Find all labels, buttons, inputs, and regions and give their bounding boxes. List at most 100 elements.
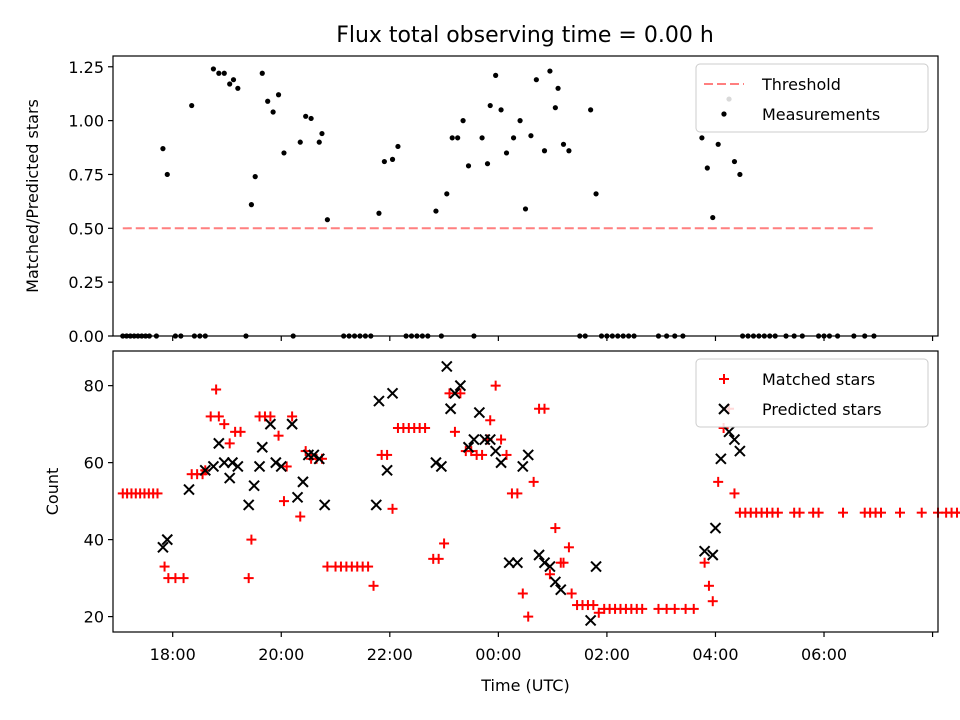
data-point <box>395 143 401 150</box>
data-point <box>455 388 466 399</box>
x-stroke-2 <box>441 360 453 373</box>
data-point <box>593 607 604 618</box>
x-stroke-2 <box>199 464 211 477</box>
data-point <box>213 411 224 422</box>
data-point <box>460 118 466 124</box>
legend-label: Matched stars <box>762 370 875 389</box>
x-stroke-2 <box>381 464 393 477</box>
x-stroke-2 <box>318 499 331 511</box>
x-stroke-2 <box>728 433 741 446</box>
data-point <box>256 441 268 453</box>
data-point <box>503 557 515 569</box>
x-stroke-2 <box>313 453 325 465</box>
data-point <box>813 507 824 518</box>
legend-box <box>695 63 929 133</box>
x-stroke-2 <box>511 557 524 569</box>
data-point <box>183 483 195 496</box>
data-point <box>555 85 561 91</box>
data-point <box>211 384 222 395</box>
x-stroke-2 <box>386 387 399 400</box>
data-point <box>510 135 517 141</box>
data-point <box>484 161 491 167</box>
x-stroke-2 <box>207 460 220 473</box>
data-point <box>522 449 534 461</box>
data-point <box>281 461 292 472</box>
data-point <box>588 600 599 611</box>
x-stroke-2 <box>308 449 320 461</box>
data-point <box>444 191 450 197</box>
data-point <box>308 115 314 122</box>
data-point <box>199 464 211 477</box>
y-tick-label: 0.00 <box>68 327 104 346</box>
data-point <box>794 507 805 518</box>
x-stroke-2 <box>373 395 385 407</box>
data-point <box>731 158 738 165</box>
data-point <box>485 415 496 426</box>
data-point <box>454 379 467 392</box>
data-point <box>484 433 496 446</box>
data-point <box>308 449 320 461</box>
series-predicted-stars <box>157 360 746 627</box>
data-point <box>246 534 257 545</box>
data-point <box>386 387 399 400</box>
data-point <box>157 541 169 554</box>
x-stroke-2 <box>584 614 597 627</box>
data-point <box>550 523 561 534</box>
data-point <box>159 561 170 572</box>
data-point <box>286 418 298 430</box>
y-axis-label: Matched/Predicted stars <box>23 99 42 293</box>
data-point <box>230 77 237 83</box>
data-point <box>235 426 246 437</box>
y-tick-label: 0.25 <box>68 273 104 292</box>
data-point <box>433 553 444 564</box>
data-point <box>555 583 567 596</box>
data-point <box>496 434 507 445</box>
x-stroke-2 <box>454 379 467 392</box>
data-point <box>704 165 710 171</box>
data-point <box>951 507 960 518</box>
data-point <box>287 411 298 422</box>
data-point <box>178 573 189 584</box>
data-point <box>593 191 599 197</box>
data-point <box>584 614 597 627</box>
data-point <box>295 511 306 522</box>
x-tick-label: 02:00 <box>584 645 630 664</box>
data-point <box>430 456 442 469</box>
data-point <box>462 441 475 453</box>
x-tick-label: 04:00 <box>692 645 738 664</box>
data-point <box>523 611 534 622</box>
legend-label: Measurements <box>762 105 880 124</box>
legend-label: Predicted stars <box>762 400 882 419</box>
data-point <box>468 433 480 446</box>
x-stroke-2 <box>723 426 735 438</box>
data-point <box>479 135 485 141</box>
data-point <box>221 70 227 76</box>
y-tick-label: 60 <box>84 454 104 473</box>
data-point <box>270 456 282 469</box>
data-point <box>313 453 325 465</box>
data-point <box>699 135 705 141</box>
x-stroke-2 <box>226 456 239 469</box>
x-stroke-2 <box>715 453 727 465</box>
data-point <box>512 488 523 499</box>
x-stroke-2 <box>218 456 230 469</box>
data-point <box>223 472 236 484</box>
data-point <box>876 507 887 518</box>
legend: Matched stars Predicted stars <box>695 358 929 428</box>
data-point <box>715 453 727 465</box>
data-point <box>495 456 507 469</box>
data-point <box>381 464 393 477</box>
x-stroke-2 <box>444 403 457 415</box>
x-stroke-2 <box>555 583 567 596</box>
y-tick-label: 1.25 <box>68 58 104 77</box>
y-tick-label: 0.50 <box>68 219 104 238</box>
x-stroke-2 <box>503 557 515 569</box>
data-point <box>713 476 724 487</box>
x-stroke-2 <box>286 418 298 430</box>
data-point <box>318 499 331 511</box>
x-tick-label: 18:00 <box>150 645 196 664</box>
data-point <box>232 460 244 473</box>
data-point <box>387 503 398 514</box>
data-point <box>441 360 453 373</box>
